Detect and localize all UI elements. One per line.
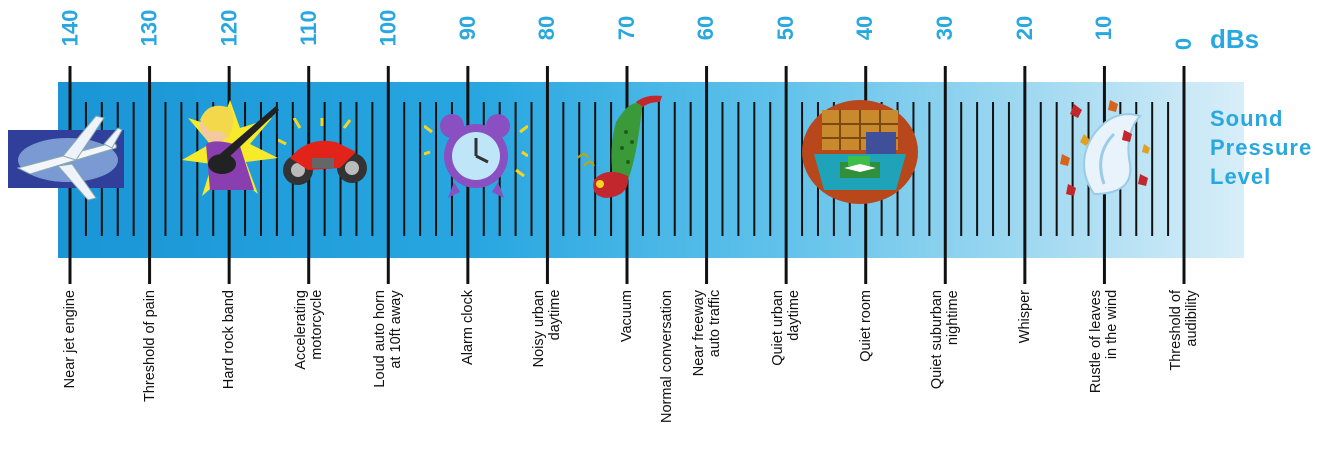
jet-airplane-icon [8, 115, 124, 201]
sound-source-label: Quiet suburban nightime [929, 290, 962, 390]
sound-source-label: Hard rock band [221, 290, 238, 390]
sound-source-label: Whisper [1016, 290, 1033, 344]
sound-source-label: Vacuum [619, 290, 635, 343]
db-tick-label: 140 [57, 9, 82, 47]
sound-source-label: Quiet urban daytime [770, 290, 803, 366]
sound-source-label: Rustle of leaves in the wind [1088, 290, 1121, 394]
alarm-clock-icon [424, 114, 528, 198]
sound-source-label: Alarm clock [459, 290, 476, 365]
db-tick-label: 70 [613, 15, 639, 41]
db-tick-label: 100 [375, 9, 401, 47]
rock-guitarist-icon [182, 100, 279, 196]
sound-source-label: Threshold of pain [141, 290, 158, 403]
scale-title: Sound Pressure Level [1210, 104, 1312, 191]
band-fill [58, 82, 1244, 258]
db-tick-label: 0 [1171, 37, 1196, 51]
scale-title-line: Sound [1210, 106, 1284, 131]
sound-source-label: Near jet engine [62, 290, 78, 389]
sound-source-label: Normal conversation [658, 290, 675, 423]
db-tick-label: 60 [693, 15, 719, 41]
library-room-icon [802, 100, 918, 204]
sound-source-label: Loud auto horn at 10ft away [372, 290, 405, 388]
sound-source-label: Accelerating motorcycle [292, 290, 325, 370]
sound-source-label: Quiet room [857, 290, 874, 362]
scale-title-line: Level [1210, 164, 1272, 189]
db-tick-label: 30 [932, 15, 958, 41]
db-tick-label: 80 [534, 15, 560, 41]
sound-source-label: Noisy urban daytime [531, 290, 564, 368]
unit-label: dBs [1210, 24, 1260, 54]
db-tick-label: 40 [852, 15, 878, 41]
db-tick-label: 50 [773, 15, 799, 41]
db-tick-label: 120 [216, 9, 242, 47]
db-tick-label: 10 [1091, 15, 1117, 41]
db-tick-label: 90 [454, 15, 480, 41]
vacuum-cleaner-icon [577, 95, 662, 198]
db-tick-label: 20 [1011, 15, 1037, 41]
scale-title-line: Pressure [1210, 135, 1313, 160]
sound-source-label: Threshold of audibility [1168, 290, 1200, 371]
db-tick-label: 130 [136, 9, 162, 47]
motorcycle-icon [278, 118, 367, 185]
blowing-leaves-icon [1060, 100, 1150, 196]
sound-source-label: Near freeway auto traffic [690, 290, 723, 377]
db-tick-label: 110 [295, 10, 321, 46]
